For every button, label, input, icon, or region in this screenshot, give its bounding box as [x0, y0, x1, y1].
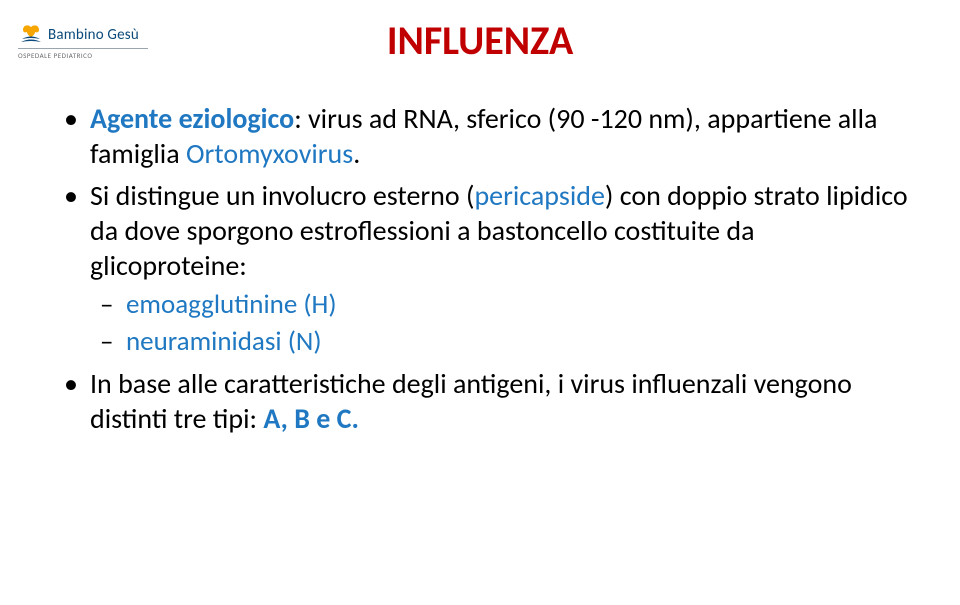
- text-run: A, B e C.: [263, 401, 359, 436]
- text-run: neuraminidasi (N): [126, 325, 322, 358]
- text-run: Si distingue un involucro esterno (: [90, 178, 474, 213]
- text-run: pericapside: [474, 178, 604, 213]
- list-item: Si distingue un involucro esterno (peric…: [60, 178, 912, 361]
- list-item: In base alle caratteristiche degli antig…: [60, 366, 912, 437]
- text-run: .: [353, 136, 360, 171]
- text-run: emoagglutinine (H): [126, 288, 337, 321]
- logo-name: Bambino Gesù: [48, 26, 139, 44]
- list-item: Agente eziologico: virus ad RNA, sferico…: [60, 101, 912, 172]
- hospital-logo: Bambino Gesù OSPEDALE PEDIATRICO: [18, 24, 148, 60]
- sub-list-item: neuraminidasi (N): [96, 324, 912, 360]
- bullet-list: Agente eziologico: virus ad RNA, sferico…: [60, 101, 912, 437]
- text-run: Ortomyxovirus: [186, 136, 353, 171]
- text-run: Agente eziologico: [90, 101, 294, 136]
- sub-list: emoagglutinine (H) neuraminidasi (N): [96, 287, 912, 360]
- sub-list-item: emoagglutinine (H): [96, 287, 912, 323]
- logo-icon: [18, 24, 44, 46]
- logo-subtitle: OSPEDALE PEDIATRICO: [18, 48, 148, 60]
- slide-body: Agente eziologico: virus ad RNA, sferico…: [60, 101, 912, 437]
- text-run: In base alle caratteristiche degli antig…: [90, 366, 852, 436]
